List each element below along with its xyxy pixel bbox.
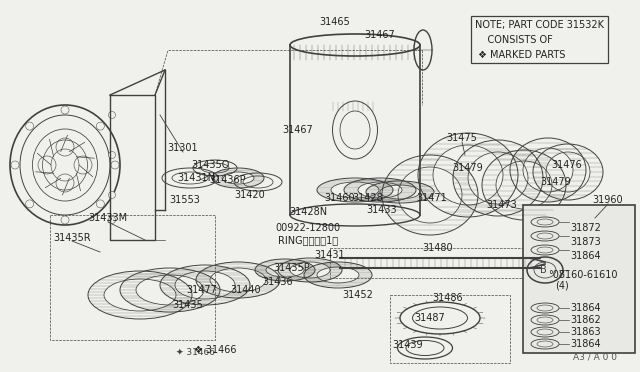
Text: ✦ 31466: ✦ 31466	[175, 347, 214, 356]
Circle shape	[111, 161, 119, 169]
Text: 31467: 31467	[365, 30, 396, 40]
Circle shape	[97, 122, 104, 130]
Text: 31960: 31960	[593, 195, 623, 205]
Bar	[50, 215, 215, 340]
Text: 31436P: 31436P	[210, 175, 246, 185]
Circle shape	[109, 217, 115, 224]
Text: 31872: 31872	[570, 223, 601, 233]
Text: 00922-12800: 00922-12800	[275, 223, 340, 233]
Text: RINGリング（1）: RINGリング（1）	[278, 235, 338, 245]
Text: 31471: 31471	[417, 193, 447, 203]
Text: 31480: 31480	[422, 243, 453, 253]
Text: 31873: 31873	[570, 237, 601, 247]
Text: 31435: 31435	[173, 300, 204, 310]
Text: B: B	[540, 265, 547, 275]
Circle shape	[61, 216, 69, 224]
Text: 31864: 31864	[570, 339, 600, 349]
Text: 31465: 31465	[319, 17, 350, 27]
Bar	[330, 248, 555, 278]
Text: °08160-61610: °08160-61610	[548, 270, 618, 280]
Bar	[390, 295, 510, 363]
Text: 31477: 31477	[187, 285, 218, 295]
Text: 31460: 31460	[324, 193, 355, 203]
Text: 31862: 31862	[570, 315, 601, 325]
Text: 31553: 31553	[170, 195, 200, 205]
Text: 31439: 31439	[393, 340, 423, 350]
Text: 31435O: 31435O	[191, 160, 229, 170]
Circle shape	[97, 200, 104, 208]
Text: 31440: 31440	[230, 285, 261, 295]
Text: ❖ 31466: ❖ 31466	[194, 345, 236, 355]
Circle shape	[11, 161, 19, 169]
Text: (4): (4)	[555, 281, 569, 291]
Text: 31473: 31473	[486, 200, 517, 210]
Circle shape	[61, 106, 69, 114]
Text: 31486: 31486	[433, 293, 463, 303]
Text: 31467: 31467	[283, 125, 314, 135]
Text: 31428: 31428	[353, 193, 383, 203]
Text: 31436: 31436	[262, 277, 293, 287]
Text: 31475: 31475	[447, 133, 477, 143]
Bar	[523, 205, 635, 353]
Text: 31435R: 31435R	[53, 233, 91, 243]
Text: 31452: 31452	[342, 290, 373, 300]
Circle shape	[109, 112, 115, 119]
Text: 31487: 31487	[415, 313, 445, 323]
Circle shape	[109, 151, 115, 158]
Text: 31479: 31479	[452, 163, 483, 173]
Text: NOTE; PART CODE 31532K
    CONSISTS OF
 ❖ MARKED PARTS: NOTE; PART CODE 31532K CONSISTS OF ❖ MAR…	[475, 20, 604, 60]
Text: 31863: 31863	[570, 327, 600, 337]
Text: 31433M: 31433M	[88, 213, 127, 223]
Text: A3 / A 0 0: A3 / A 0 0	[573, 353, 617, 362]
Text: 31433: 31433	[367, 205, 397, 215]
Circle shape	[26, 122, 34, 130]
Text: 31435P: 31435P	[274, 263, 310, 273]
Text: 31301: 31301	[168, 143, 198, 153]
Text: 31479: 31479	[541, 177, 572, 187]
Text: 31476: 31476	[552, 160, 582, 170]
Text: 31420: 31420	[235, 190, 266, 200]
Text: 31431N: 31431N	[177, 173, 215, 183]
Text: 31864: 31864	[570, 251, 600, 261]
Circle shape	[26, 200, 34, 208]
Text: 31428N: 31428N	[289, 207, 327, 217]
Circle shape	[109, 192, 115, 199]
Text: 31431: 31431	[315, 250, 346, 260]
Text: 31864: 31864	[570, 303, 600, 313]
